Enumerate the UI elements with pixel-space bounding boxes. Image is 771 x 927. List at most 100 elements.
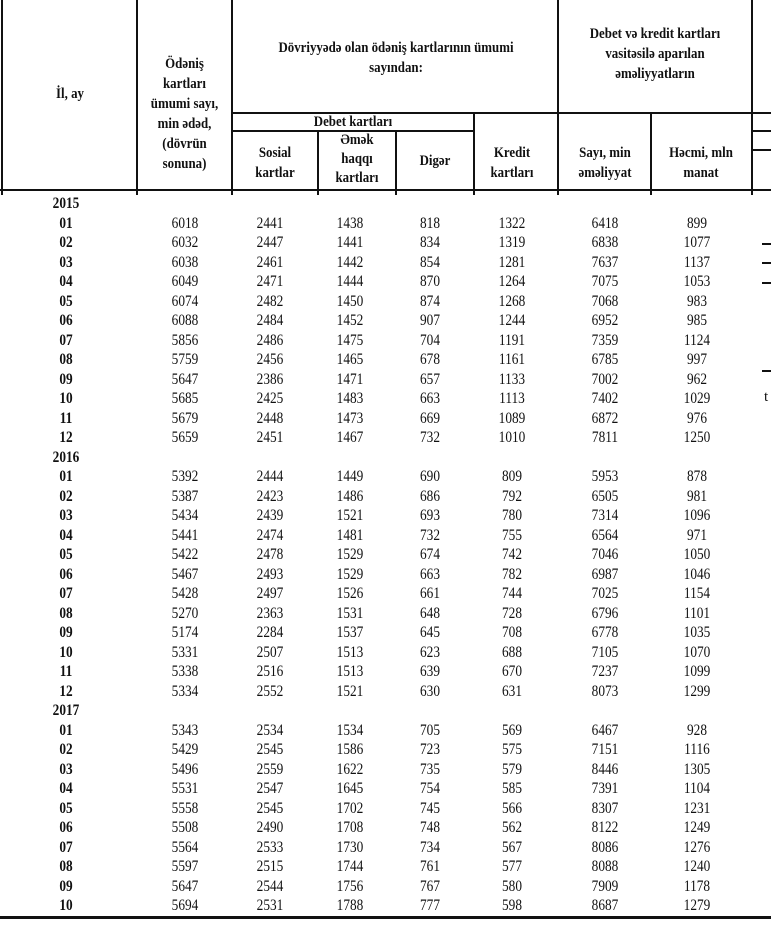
table-cell: 1299 (683, 682, 711, 700)
table-cell: 834 (420, 234, 440, 251)
table-cell: 748 (420, 819, 440, 836)
table-cell: 7402 (591, 390, 619, 407)
column-divider (557, 0, 559, 195)
table-cell: 5647 (171, 877, 199, 895)
table-cell: 874 (420, 292, 440, 310)
table-cell: 566 (502, 799, 522, 817)
table-cell: 5338 (171, 663, 199, 680)
table-cell: 907 (420, 312, 440, 329)
table-cell: 1322 (498, 214, 526, 232)
year-label: 2015 (52, 195, 80, 212)
table-cell: 686 (420, 487, 440, 505)
table-cell: 6018 (171, 214, 199, 232)
table-cell: 1756 (336, 877, 364, 895)
month-label: 10 (59, 643, 73, 661)
year-label: 2017 (52, 702, 80, 719)
table-cell: 7046 (591, 546, 619, 563)
table-cell: 5531 (171, 780, 199, 797)
table-cell: 8307 (591, 799, 619, 817)
table-cell: 623 (420, 643, 440, 661)
clipped-dash (762, 243, 771, 245)
month-label: 02 (59, 487, 73, 505)
month-label: 08 (59, 604, 73, 622)
table-cell: 1513 (336, 663, 364, 680)
month-label: 12 (59, 429, 73, 446)
month-label: 09 (59, 877, 73, 895)
table-cell: 744 (502, 585, 522, 602)
table-cell: 2284 (256, 624, 284, 641)
table-cell: 6074 (171, 292, 199, 310)
month-label: 09 (59, 624, 73, 641)
table-cell: 7068 (591, 292, 619, 310)
table-cell: 1010 (498, 429, 526, 446)
table-cell: 981 (687, 487, 707, 505)
table-cell: 1444 (336, 273, 364, 290)
table-cell: 8687 (591, 897, 619, 914)
table-cell: 1465 (336, 351, 364, 368)
table-cell: 5429 (171, 741, 199, 758)
table-cell: 5647 (171, 370, 199, 388)
table-cell: 6467 (591, 721, 619, 739)
table-cell: 580 (502, 877, 522, 895)
table-cell: 7909 (591, 877, 619, 895)
table-cell: 661 (420, 585, 440, 602)
table-cell: 5343 (171, 721, 199, 739)
table-cell: 648 (420, 604, 440, 622)
table-cell: 6778 (591, 624, 619, 641)
table-cell: 878 (687, 468, 707, 485)
table-cell: 1708 (336, 819, 364, 836)
table-cell: 2490 (256, 819, 284, 836)
table-cell: 2545 (256, 799, 284, 817)
table-cell: 899 (687, 214, 707, 232)
table-cell: 2425 (256, 390, 284, 407)
table-cell: 579 (502, 760, 522, 778)
table-cell: 1531 (336, 604, 364, 622)
table-cell: 575 (502, 741, 522, 758)
table-cell: 780 (502, 507, 522, 524)
month-label: 06 (59, 565, 73, 583)
table-cell: 2461 (256, 253, 284, 271)
month-label: 10 (59, 390, 73, 407)
table-cell: 1244 (498, 312, 526, 329)
table-cell: 761 (420, 858, 440, 875)
table-cell: 745 (420, 799, 440, 817)
table-cell: 809 (502, 468, 522, 485)
table-cell: 7151 (591, 741, 619, 758)
header-ops-volume: Həcmi, mln manat (669, 145, 733, 181)
table-cell: 6785 (591, 351, 619, 368)
month-label: 02 (59, 741, 73, 758)
column-divider (473, 112, 475, 195)
table-cell: 5759 (171, 351, 199, 368)
table-cell: 1264 (498, 273, 526, 290)
header-other: Digər (419, 153, 451, 169)
clipped-text-fragment: t (764, 389, 769, 405)
table-cell: 1622 (336, 760, 364, 778)
table-cell: 732 (420, 526, 440, 544)
table-cell: 5467 (171, 565, 199, 583)
table-cell: 1240 (683, 858, 711, 875)
table-cell: 2497 (256, 585, 284, 602)
table-cell: 2474 (256, 526, 284, 544)
header-total-cards: Ödəniş kartları ümumi sayı, min ədəd, (d… (150, 56, 219, 172)
table-cell: 5564 (171, 838, 199, 856)
clipped-dash (762, 282, 771, 284)
table-cell: 985 (687, 312, 707, 329)
header-social: Sosial kartlar (255, 145, 295, 181)
table-cell: 1077 (683, 234, 711, 251)
table-cell: 1521 (336, 507, 364, 524)
table-cell: 1053 (683, 273, 711, 290)
table-cell: 2478 (256, 546, 284, 563)
header-bottom-rule (0, 189, 771, 191)
table-cell: 2386 (256, 370, 284, 388)
table-cell: 1231 (683, 799, 711, 817)
table-cell: 1137 (683, 253, 711, 271)
table-cell: 7391 (591, 780, 619, 797)
month-label: 01 (59, 214, 73, 232)
table-cell: 1481 (336, 526, 364, 544)
table-cell: 1101 (683, 604, 711, 622)
table-cell: 1029 (683, 390, 711, 407)
month-label: 12 (59, 682, 73, 700)
table-cell: 2507 (256, 643, 284, 661)
table-cell: 562 (502, 819, 522, 836)
table-cell: 1089 (498, 409, 526, 427)
